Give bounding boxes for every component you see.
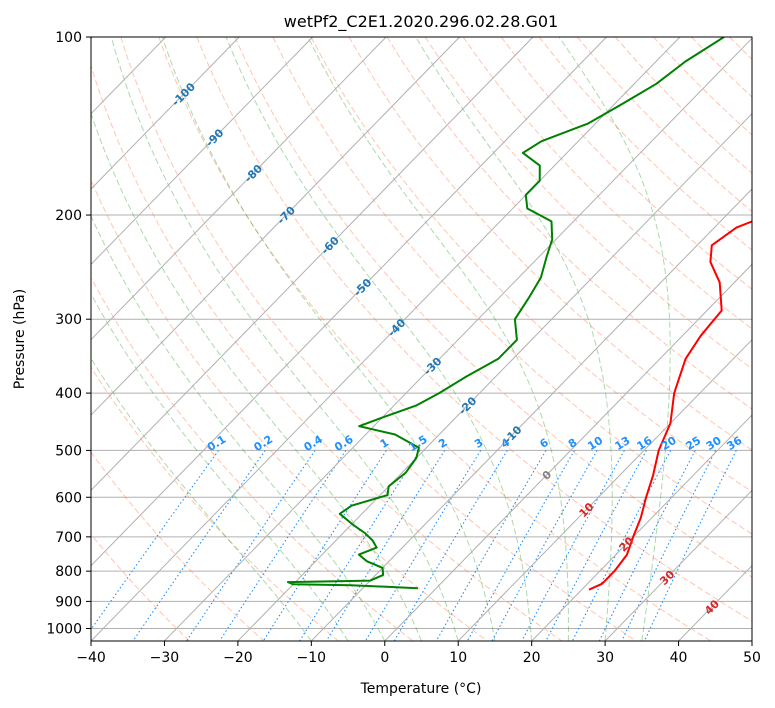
moist-adiabat-line bbox=[91, 357, 312, 641]
mixing-ratio-line bbox=[91, 450, 219, 631]
isotherm-line bbox=[457, 338, 752, 641]
dry-adiabat-line bbox=[386, 37, 752, 410]
isotherm-line bbox=[91, 37, 607, 567]
y-tick-label: 500 bbox=[55, 443, 82, 459]
mixing-ratio-line bbox=[186, 450, 316, 641]
chart-title: wetPf2_C2E1.2020.296.02.28.G01 bbox=[284, 12, 558, 32]
moist-adiabat-line bbox=[415, 37, 613, 641]
y-tick-label: 400 bbox=[55, 386, 82, 402]
mixing-ratio-line bbox=[325, 450, 446, 641]
y-tick-label: 300 bbox=[55, 312, 82, 328]
y-axis-label: Pressure (hPa) bbox=[12, 289, 28, 389]
x-axis-label: Temperature (°C) bbox=[360, 681, 482, 697]
dry-adiabat-line bbox=[348, 37, 752, 451]
dry-adiabat-line bbox=[462, 37, 752, 330]
dry-adiabat-line bbox=[120, 37, 637, 641]
isotherm-line bbox=[237, 113, 752, 641]
x-tick-label: 50 bbox=[743, 650, 761, 666]
isotherm-line bbox=[310, 188, 752, 641]
x-tick-label: 10 bbox=[449, 650, 467, 666]
moist-adiabats bbox=[91, 37, 671, 641]
mixing-ratio-line bbox=[545, 450, 647, 641]
x-tick-label: 30 bbox=[596, 650, 614, 666]
isotherm-line bbox=[91, 37, 314, 266]
dry-adiabat-line bbox=[91, 178, 488, 641]
y-tick-label: 700 bbox=[55, 530, 82, 546]
y-tick-label: 100 bbox=[55, 30, 82, 46]
y-tick-label: 200 bbox=[55, 208, 82, 224]
moist-adiabat-line bbox=[91, 214, 386, 641]
plot-frame bbox=[90, 36, 753, 642]
isotherm-line bbox=[91, 37, 460, 416]
moist-adiabat-line bbox=[161, 37, 496, 641]
dry-adiabat-line bbox=[158, 37, 712, 641]
isotherm-line bbox=[604, 489, 752, 641]
dewpoint-profile-line bbox=[286, 37, 725, 590]
isotherm-line bbox=[164, 37, 752, 641]
x-tick-label: 0 bbox=[380, 650, 389, 666]
isotherm-line bbox=[91, 37, 534, 492]
isotherm-line bbox=[91, 37, 240, 190]
mixing-ratio-line bbox=[219, 450, 347, 641]
x-tick-label: −10 bbox=[297, 650, 327, 666]
dry-adiabat-line bbox=[424, 37, 752, 370]
mixing-ratio-line bbox=[598, 450, 696, 641]
y-tick-label: 1000 bbox=[46, 621, 82, 637]
x-tick-label: 20 bbox=[523, 650, 541, 666]
isotherms bbox=[91, 37, 752, 641]
x-tick-label: −20 bbox=[223, 650, 253, 666]
axes: −40 −30 −20 −10 0 10 20 30 40 50 100 200 300 400 500 60… bbox=[46, 30, 761, 666]
moist-adiabat-line bbox=[558, 37, 671, 641]
isotherm-line bbox=[531, 414, 752, 641]
pressure-grid bbox=[91, 37, 752, 629]
temperature-profile-line bbox=[588, 220, 752, 591]
dry-adiabat-line bbox=[310, 37, 752, 493]
dry-adiabat-line bbox=[196, 37, 752, 622]
moist-adiabat-line bbox=[307, 37, 569, 641]
moist-adiabat-line bbox=[225, 37, 533, 641]
x-tick-label: −30 bbox=[150, 650, 180, 666]
dry-adiabat-line bbox=[234, 37, 752, 578]
moist-adiabat-line bbox=[91, 112, 422, 641]
isotherm-line bbox=[91, 37, 681, 641]
x-tick-label: 40 bbox=[670, 650, 688, 666]
moist-adiabat-line bbox=[110, 37, 459, 641]
dry-adiabat-line bbox=[91, 533, 190, 641]
dry-adiabat-line bbox=[500, 37, 752, 290]
y-tick-label: 800 bbox=[55, 564, 82, 580]
x-tick-label: −40 bbox=[76, 650, 106, 666]
mixing-ratio-line bbox=[621, 450, 717, 641]
mixing-ratio-line bbox=[521, 450, 625, 641]
y-tick-label: 900 bbox=[55, 594, 82, 610]
mixing-ratio-line bbox=[299, 450, 421, 641]
y-tick-label: 600 bbox=[55, 490, 82, 506]
sounding-series bbox=[286, 37, 752, 591]
dry-adiabat-line bbox=[91, 64, 563, 641]
isotherm-line bbox=[384, 263, 752, 641]
mixing-ratio-line bbox=[435, 450, 547, 641]
isotherm-line bbox=[91, 37, 387, 341]
